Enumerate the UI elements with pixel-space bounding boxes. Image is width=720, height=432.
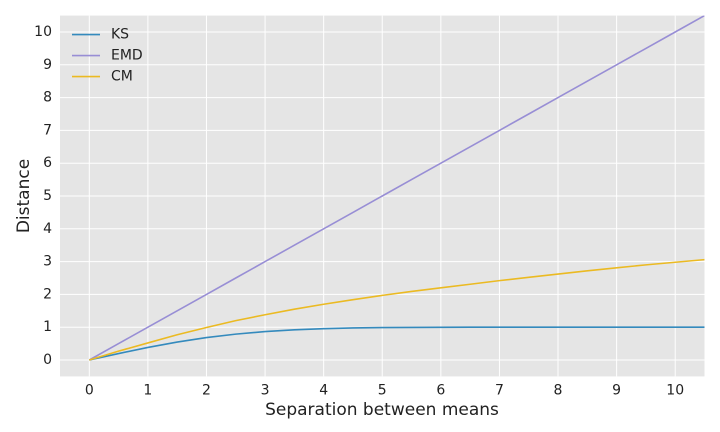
- line: [88, 15, 705, 361]
- y-tick-label: 8: [43, 90, 52, 106]
- y-axis-label: Distance: [14, 159, 34, 233]
- x-tick-label: 7: [495, 382, 504, 398]
- x-tick-label: 9: [612, 382, 621, 398]
- x-tick-label: 5: [378, 382, 387, 398]
- y-tick-label: 3: [43, 254, 52, 270]
- x-axis-label: Separation between means: [265, 400, 499, 420]
- y-tick-label: 6: [43, 155, 52, 171]
- y-tick-label: 1: [43, 319, 52, 335]
- y-tick-label: 9: [43, 57, 52, 73]
- line: [89, 326, 705, 361]
- x-tick-label: 6: [436, 382, 445, 398]
- y-tick-label: 2: [43, 286, 52, 302]
- x-tick-label: 8: [554, 382, 563, 398]
- legend-label: KS: [111, 27, 129, 43]
- y-tick-label: 5: [43, 188, 52, 204]
- line: [89, 258, 705, 361]
- x-tick-label: 3: [261, 382, 270, 398]
- x-tick-label: 0: [85, 382, 94, 398]
- legend-label: EMD: [111, 48, 143, 64]
- y-tick-label: 7: [43, 122, 52, 138]
- x-tick-label: 4: [319, 382, 328, 398]
- y-tick-label: 4: [43, 221, 52, 237]
- y-tick-label: 0: [43, 352, 52, 368]
- legend-label: CM: [111, 69, 133, 85]
- x-tick-label: 1: [143, 382, 152, 398]
- x-tick-label: 10: [666, 382, 684, 398]
- x-tick-label: 2: [202, 382, 211, 398]
- y-tick-label: 10: [34, 24, 52, 40]
